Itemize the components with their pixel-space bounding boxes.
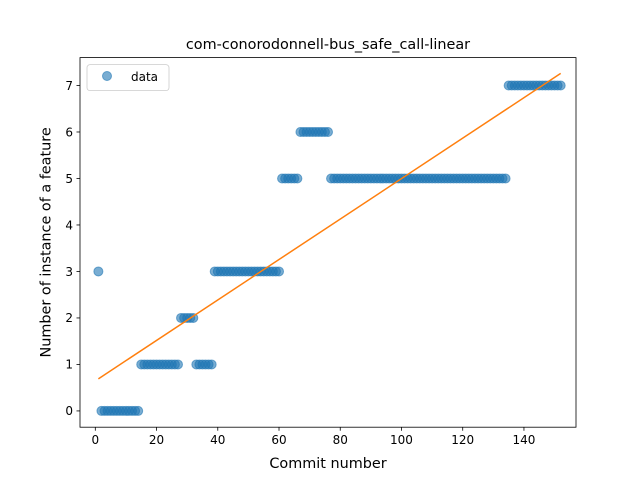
x-axis-label: Commit number: [269, 456, 386, 472]
x-tick-label: 20: [149, 433, 164, 447]
data-point: [555, 80, 566, 91]
x-tick-label: 120: [451, 433, 474, 447]
axes-frame: [79, 57, 577, 428]
y-tick-label: 7: [65, 79, 73, 93]
y-tick-label: 2: [65, 311, 73, 325]
legend: data: [86, 64, 170, 91]
data-point: [188, 312, 199, 323]
x-tick-label: 40: [210, 433, 225, 447]
plot-area: [93, 72, 566, 416]
data-point: [323, 126, 333, 137]
x-tick-label: 80: [333, 433, 348, 447]
data-point: [274, 266, 285, 277]
x-tick-label: 100: [390, 433, 413, 447]
y-tick-label: 6: [65, 125, 73, 139]
data-point: [292, 173, 303, 184]
data-point: [206, 359, 217, 370]
data-point: [172, 359, 183, 370]
legend-label-data: data: [131, 70, 158, 84]
y-tick-label: 4: [65, 218, 73, 232]
chart-title: com-conorodonnell-bus_safe_call-linear: [186, 37, 470, 53]
y-tick-label: 1: [65, 358, 73, 372]
fit-line: [97, 72, 562, 380]
x-tick-label: 140: [512, 433, 535, 447]
y-tick-label: 5: [65, 172, 73, 186]
y-tick-label: 3: [65, 265, 73, 279]
data-point: [500, 173, 511, 184]
data-point: [93, 266, 104, 277]
y-tick-label: 0: [65, 404, 73, 418]
x-tick-label: 60: [271, 433, 286, 447]
data-point: [133, 405, 144, 416]
axis-ticks: 0 20 40 60 80 100 120 140 0 1 2 3 4 5 6 7: [65, 79, 535, 447]
y-axis-label: Number of instance of a feature: [39, 127, 55, 357]
x-tick-label: 0: [91, 433, 99, 447]
legend-marker-data: [102, 71, 112, 81]
